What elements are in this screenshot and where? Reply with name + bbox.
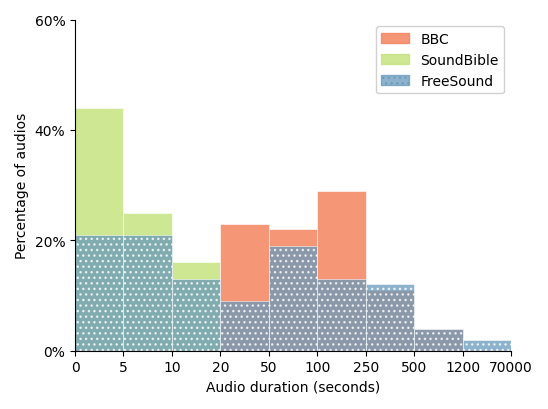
Bar <box>75 108 123 351</box>
Bar <box>220 301 269 351</box>
Bar <box>414 329 463 351</box>
Bar <box>172 279 220 351</box>
Bar <box>75 235 123 351</box>
Bar <box>220 224 269 351</box>
Y-axis label: Percentage of audios: Percentage of audios <box>15 113 29 258</box>
Bar <box>317 191 366 351</box>
Bar <box>172 263 220 351</box>
Bar <box>123 235 172 351</box>
Bar <box>269 246 317 351</box>
Bar <box>366 290 414 351</box>
Bar <box>463 340 511 351</box>
X-axis label: Audio duration (seconds): Audio duration (seconds) <box>206 380 380 394</box>
Bar <box>366 285 414 351</box>
Bar <box>269 230 317 351</box>
Bar <box>317 279 366 351</box>
Legend: BBC, SoundBible, FreeSound: BBC, SoundBible, FreeSound <box>376 27 504 94</box>
Bar <box>123 213 172 351</box>
Bar <box>414 329 463 351</box>
